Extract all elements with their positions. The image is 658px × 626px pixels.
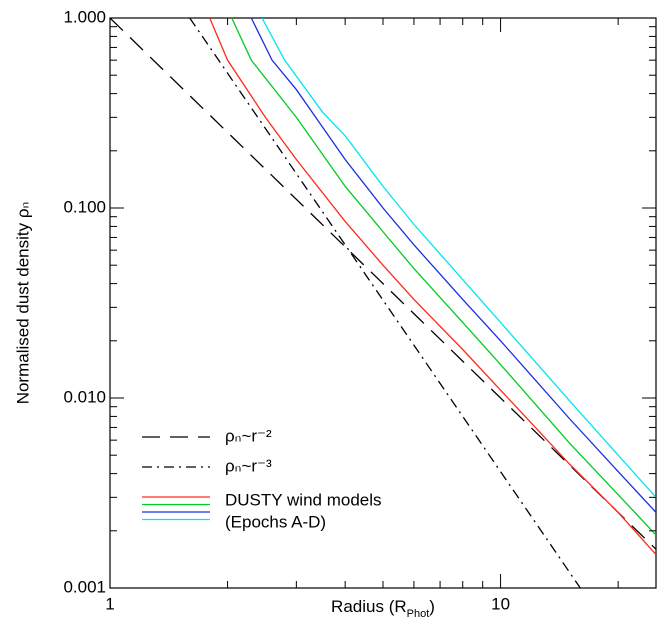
plot-area (110, 18, 656, 588)
legend-label: ρₙ~r⁻³ (225, 456, 272, 475)
x-label-sub: Phot (407, 608, 430, 620)
y-tick-label: 1.000 (63, 7, 106, 26)
series-line (250, 18, 656, 513)
series-line (189, 18, 581, 588)
x-tick-label: 10 (491, 594, 510, 613)
y-tick-label: 0.001 (63, 577, 106, 596)
y-axis-label: Normalised dust density ρₙ (13, 202, 32, 405)
series-line (231, 18, 656, 536)
x-label-end: ) (429, 597, 435, 616)
series-line (110, 18, 656, 550)
series-line (261, 18, 656, 498)
plot-frame (109, 17, 657, 589)
legend-label: DUSTY wind models (225, 490, 382, 509)
x-axis-label: Radius (RPhot) (331, 597, 435, 619)
x-label-text: Radius (R (331, 597, 407, 616)
y-tick-label: 0.010 (63, 387, 106, 406)
legend-label: ρₙ~r⁻² (225, 426, 272, 445)
y-tick-label: 0.100 (63, 197, 106, 216)
legend-label: (Epochs A-D) (225, 512, 326, 531)
series-line (209, 18, 656, 555)
x-tick-label: 1 (105, 594, 114, 613)
